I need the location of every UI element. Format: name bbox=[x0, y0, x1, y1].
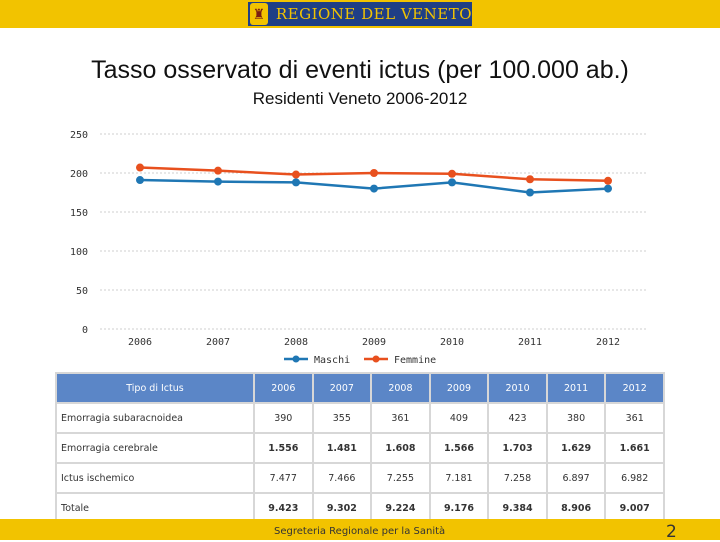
table-row: Emorragia subaracnoidea 390 355 361 409 423 38… bbox=[57, 404, 663, 432]
column-header-year: 2012 bbox=[606, 374, 663, 402]
data-table-container: Tipo di Ictus 2006 2007 2008 2009 2010 2011 201… bbox=[55, 372, 665, 522]
y-tick-label: 0 bbox=[82, 325, 88, 336]
table-cell: 9.007 bbox=[606, 494, 663, 522]
table-cell: 7.181 bbox=[430, 464, 488, 492]
table-cell: 9.302 bbox=[313, 494, 371, 522]
lion-crest-icon: ♜ bbox=[250, 3, 268, 25]
legend-label-femmine: Femmine bbox=[394, 355, 436, 366]
data-point-femmine bbox=[370, 169, 378, 177]
table-cell: 9.176 bbox=[430, 494, 488, 522]
table-cell: 380 bbox=[547, 404, 605, 432]
row-label: Emorragia subaracnoidea bbox=[57, 404, 253, 432]
data-point-femmine bbox=[136, 163, 144, 172]
data-point-maschi bbox=[526, 188, 534, 197]
y-tick-label: 200 bbox=[70, 169, 88, 180]
table-cell: 6.982 bbox=[606, 464, 663, 492]
legend-marker-femmine bbox=[372, 355, 380, 363]
slide-title: Tasso osservato di eventi ictus (per 100… bbox=[91, 56, 629, 84]
y-tick-label: 250 bbox=[70, 130, 88, 141]
x-tick-label: 2008 bbox=[284, 337, 308, 348]
page-number: 2 bbox=[666, 522, 677, 542]
table-cell: 409 bbox=[430, 404, 488, 432]
x-tick-label: 2006 bbox=[128, 337, 152, 348]
row-label: Ictus ischemico bbox=[57, 464, 253, 492]
table-cell: 390 bbox=[255, 404, 312, 432]
y-tick-label: 100 bbox=[70, 247, 88, 258]
table-cell: 1.556 bbox=[255, 434, 312, 462]
bottom-banner bbox=[0, 519, 720, 540]
column-header-year: 2010 bbox=[489, 374, 546, 402]
table-cell: 7.255 bbox=[372, 464, 429, 492]
table-cell: 7.466 bbox=[313, 464, 371, 492]
y-tick-label: 150 bbox=[70, 208, 88, 219]
x-tick-label: 2009 bbox=[362, 337, 386, 348]
column-header-year: 2011 bbox=[547, 374, 605, 402]
table-cell: 423 bbox=[489, 404, 546, 432]
data-point-maschi bbox=[214, 177, 222, 186]
table-cell: 1.566 bbox=[430, 434, 488, 462]
data-point-femmine bbox=[604, 176, 612, 185]
table-cell: 7.258 bbox=[489, 464, 546, 492]
legend-marker-maschi bbox=[292, 355, 300, 363]
x-tick-label: 2011 bbox=[518, 337, 542, 348]
row-label: Totale bbox=[57, 494, 253, 522]
data-point-maschi bbox=[370, 184, 378, 193]
x-tick-label: 2007 bbox=[206, 337, 230, 348]
table-header-row: Tipo di Ictus 2006 2007 2008 2009 2010 2011 201… bbox=[57, 374, 663, 402]
table-cell: 9.224 bbox=[372, 494, 429, 522]
data-point-maschi bbox=[604, 184, 612, 193]
slide-subtitle: Residenti Veneto 2006-2012 bbox=[252, 89, 468, 108]
footer-text: Segreteria Regionale per la Sanità bbox=[274, 526, 446, 537]
data-point-femmine bbox=[214, 166, 222, 175]
data-point-femmine bbox=[526, 175, 534, 184]
column-header-year: 2009 bbox=[430, 374, 488, 402]
data-point-maschi bbox=[136, 176, 144, 185]
table-cell: 9.384 bbox=[489, 494, 546, 522]
table-cell: 1.608 bbox=[372, 434, 429, 462]
table-cell: 8.906 bbox=[547, 494, 605, 522]
y-tick-label: 50 bbox=[76, 286, 88, 297]
table-cell: 1.481 bbox=[313, 434, 371, 462]
column-header-type: Tipo di Ictus bbox=[57, 374, 253, 402]
table-cell: 361 bbox=[606, 404, 663, 432]
regione-veneto-logo: ♜ REGIONE DEL VENETO bbox=[248, 2, 472, 26]
table-cell: 1.629 bbox=[547, 434, 605, 462]
column-header-year: 2006 bbox=[255, 374, 312, 402]
line-chart: 0 50 100 150 200 250 2006 2007 2008 2009 2010 2011 2… bbox=[70, 130, 648, 366]
ictus-table: Tipo di Ictus 2006 2007 2008 2009 2010 2011 201… bbox=[55, 372, 665, 524]
column-header-year: 2007 bbox=[313, 374, 371, 402]
logo-text: REGIONE DEL VENETO bbox=[275, 5, 472, 23]
legend-label-maschi: Maschi bbox=[314, 355, 350, 366]
table-row: Totale 9.423 9.302 9.224 9.176 9.384 8.906 9.00… bbox=[57, 494, 663, 522]
table-row: Ictus ischemico 7.477 7.466 7.255 7.181 7.258… bbox=[57, 464, 663, 492]
x-tick-label: 2012 bbox=[596, 337, 620, 348]
data-point-femmine bbox=[448, 169, 456, 178]
table-cell: 1.703 bbox=[489, 434, 546, 462]
table-row: Emorragia cerebrale 1.556 1.481 1.608 1.566 1… bbox=[57, 434, 663, 462]
row-label: Emorragia cerebrale bbox=[57, 434, 253, 462]
column-header-year: 2008 bbox=[372, 374, 429, 402]
table-cell: 7.477 bbox=[255, 464, 312, 492]
data-point-maschi bbox=[292, 178, 300, 187]
table-cell: 1.661 bbox=[606, 434, 663, 462]
data-point-femmine bbox=[292, 170, 300, 179]
table-cell: 361 bbox=[372, 404, 429, 432]
table-cell: 355 bbox=[313, 404, 371, 432]
table-cell: 6.897 bbox=[547, 464, 605, 492]
table-cell: 9.423 bbox=[255, 494, 312, 522]
x-tick-label: 2010 bbox=[440, 337, 464, 348]
data-point-maschi bbox=[448, 178, 456, 187]
